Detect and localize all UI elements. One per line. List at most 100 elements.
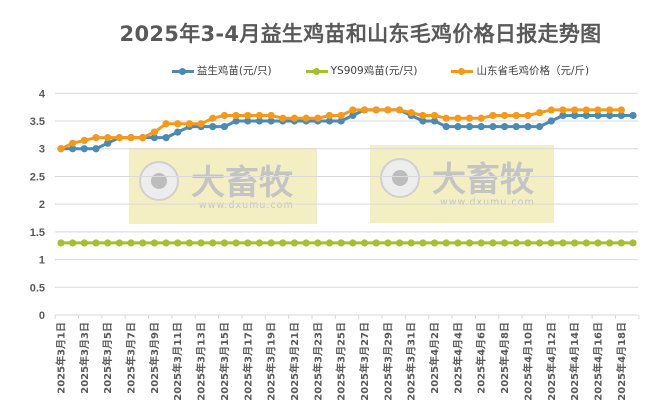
data-point	[419, 111, 427, 120]
data-point	[571, 111, 579, 120]
data-point	[267, 117, 275, 125]
data-point	[185, 120, 194, 128]
x-tick-label: 2025年4月12日	[545, 322, 558, 401]
data-point	[571, 106, 579, 114]
data-point	[407, 109, 415, 117]
svg-text:大畜牧: 大畜牧	[432, 160, 535, 200]
data-point	[524, 122, 532, 131]
data-point	[442, 114, 450, 122]
x-tick-label: 2025年4月16日	[591, 322, 604, 401]
data-point	[571, 239, 579, 247]
data-point	[454, 122, 462, 131]
data-point	[220, 122, 229, 131]
data-point	[174, 128, 182, 136]
data-point	[477, 114, 485, 122]
data-point	[360, 239, 369, 247]
data-point	[127, 134, 135, 142]
data-point	[290, 239, 299, 247]
data-point	[115, 134, 123, 142]
data-point	[454, 114, 462, 122]
data-point	[547, 117, 555, 125]
data-point	[536, 122, 544, 131]
data-point	[419, 239, 427, 247]
data-point	[465, 122, 474, 131]
data-point	[454, 239, 462, 247]
data-point	[559, 106, 567, 114]
y-tick-label: 0	[39, 310, 45, 322]
data-point	[92, 134, 100, 142]
data-point	[325, 117, 334, 125]
data-point	[559, 111, 567, 120]
data-point	[162, 134, 170, 142]
data-point	[372, 106, 380, 114]
data-point	[267, 239, 275, 247]
data-point	[536, 109, 544, 117]
data-point	[69, 139, 77, 147]
data-point	[337, 239, 345, 247]
data-point	[617, 239, 625, 247]
data-point	[606, 106, 614, 114]
data-point	[209, 114, 217, 122]
x-tick-label: 2025年3月11日	[171, 322, 184, 401]
data-point	[489, 111, 497, 120]
data-point	[80, 145, 88, 153]
data-point	[139, 239, 147, 247]
x-tick-label: 2025年4月2日	[428, 322, 441, 394]
x-tick-label: 2025年3月5日	[101, 322, 114, 394]
data-point	[629, 111, 637, 120]
data-point	[244, 111, 252, 120]
data-point	[290, 114, 299, 122]
data-point	[395, 239, 404, 247]
y-tick-label: 3.5	[30, 116, 45, 128]
x-tick-label: 2025年4月6日	[475, 322, 488, 394]
data-point	[430, 111, 439, 120]
data-point	[104, 139, 112, 147]
legend-item-yisheng: 益生鸡苗(元/只)	[171, 63, 272, 78]
series-2	[57, 106, 625, 153]
data-point	[594, 239, 602, 247]
data-point	[185, 239, 194, 247]
data-point	[442, 239, 450, 247]
data-point	[349, 239, 357, 247]
data-point	[594, 111, 602, 120]
data-point	[582, 111, 590, 120]
data-point	[512, 122, 520, 131]
data-point	[174, 120, 182, 128]
data-point	[115, 239, 123, 247]
x-tick-label: 2025年3月21日	[288, 322, 301, 401]
svg-text:大畜牧: 大畜牧	[191, 163, 294, 203]
y-tick-label: 0.5	[30, 282, 45, 294]
data-point	[197, 120, 205, 128]
data-point	[232, 111, 240, 120]
data-point	[255, 111, 264, 120]
data-point	[360, 106, 369, 114]
x-tick-label: 2025年3月3日	[78, 322, 91, 394]
data-point	[232, 117, 240, 125]
svg-text:www.dxumu.com: www.dxumu.com	[440, 197, 535, 208]
legend: 益生鸡苗(元/只) YS909鸡苗(元/只) 山东省毛鸡价格（元/斤)	[0, 63, 661, 78]
x-tick-label: 2025年3月19日	[265, 322, 278, 401]
x-tick-label: 2025年3月31日	[405, 322, 418, 401]
data-point	[524, 111, 532, 120]
x-tick-label: 2025年3月13日	[195, 322, 208, 401]
data-point	[395, 106, 404, 114]
data-point	[314, 239, 322, 247]
data-point	[384, 239, 392, 247]
data-point	[80, 136, 88, 145]
data-point	[442, 122, 450, 131]
data-point	[606, 111, 614, 120]
chart-title: 2025年3-4月益生鸡苗和山东毛鸡价格日报走势图	[119, 22, 602, 46]
y-tick-label: 2	[39, 199, 45, 211]
data-point	[512, 239, 520, 247]
data-point	[92, 239, 100, 247]
series-1	[57, 239, 637, 247]
data-point	[80, 239, 88, 247]
y-tick-label: 1	[39, 255, 45, 267]
data-point	[512, 111, 520, 120]
data-point	[220, 111, 229, 120]
data-point	[267, 111, 275, 120]
legend-item-shandong: 山东省毛鸡价格（元/斤)	[451, 63, 589, 78]
